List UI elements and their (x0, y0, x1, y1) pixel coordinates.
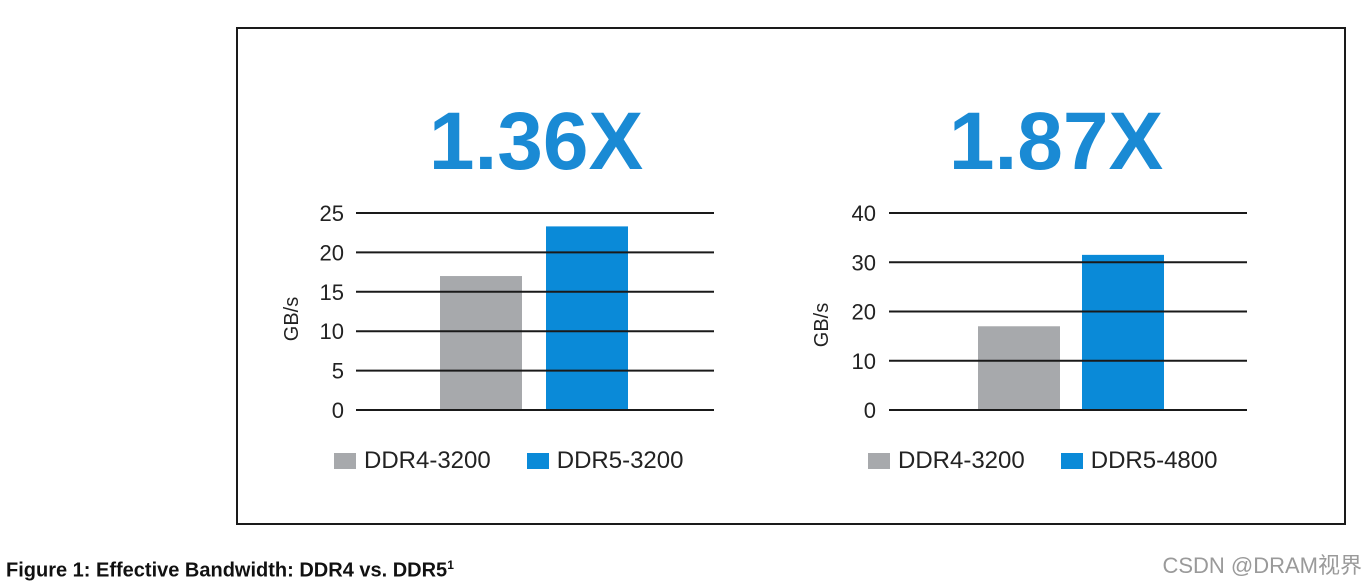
legend-item-ddr4: DDR4-3200 (334, 447, 491, 475)
legend-swatch-ddr5 (526, 453, 549, 469)
y-axis-label: GB/s (281, 297, 303, 341)
y-tick-label: 30 (852, 250, 876, 275)
y-tick-label: 20 (320, 240, 344, 265)
legend-swatch-ddr4 (334, 453, 356, 469)
legend-swatch-ddr4 (868, 453, 890, 469)
headline-multiplier: 1.87X (949, 96, 1163, 187)
y-tick-label: 40 (852, 201, 876, 226)
chart-panel-left: 1.36X 0 5 10 15 20 25 GB/s (238, 29, 778, 523)
y-tick-label: 15 (320, 280, 344, 305)
bandwidth-chart-right: 1.87X 0 10 20 30 40 GB/s (811, 96, 1247, 423)
y-tick-label: 20 (852, 300, 876, 325)
bar-ddr4-3200 (440, 276, 522, 410)
legend-label-ddr5: DDR5-4800 (1090, 447, 1218, 474)
bandwidth-chart-left: 1.36X 0 5 10 15 20 25 GB/s (281, 96, 714, 423)
caption-footnote: 1 (447, 558, 454, 572)
legend-left: DDR4-3200 DDR5-3200 (334, 447, 683, 475)
legend-item-ddr5: DDR5-4800 (1060, 447, 1218, 475)
watermark: CSDN @DRAM视界 (1162, 553, 1362, 578)
bar-ddr5-4800 (1082, 254, 1164, 410)
figure-caption-text: Figure 1: Effective Bandwidth: DDR4 vs. … (6, 559, 448, 582)
legend-label-ddr5: DDR5-3200 (556, 447, 684, 474)
headline-multiplier: 1.36X (429, 96, 643, 187)
figure-frame: 1.36X 0 5 10 15 20 25 GB/s 1.87X 0 10 20 30 40 GB/s D… (236, 27, 1346, 525)
legend-label-ddr4: DDR4-3200 (364, 447, 491, 474)
bar-ddr5-3200 (546, 226, 628, 410)
y-tick-label: 25 (320, 201, 344, 226)
legend-item-ddr4: DDR4-3200 (868, 447, 1025, 475)
y-axis-label: GB/s (811, 303, 833, 347)
chart-panel-right: 1.87X 0 10 20 30 40 GB/s (778, 29, 1344, 523)
bar-ddr4-3200 (978, 326, 1060, 410)
y-tick-label: 5 (332, 359, 344, 384)
y-tick-label: 10 (320, 319, 344, 344)
legend-item-ddr5: DDR5-3200 (526, 447, 684, 475)
legend-right: DDR4-3200 DDR5-4800 (868, 447, 1217, 475)
y-tick-label: 10 (852, 349, 876, 374)
figure-caption: Figure 1: Effective Bandwidth: DDR4 vs. … (6, 558, 454, 583)
y-tick-label: 0 (864, 398, 876, 423)
legend-swatch-ddr5 (1060, 453, 1083, 469)
y-tick-label: 0 (332, 398, 344, 423)
legend-label-ddr4: DDR4-3200 (898, 447, 1025, 474)
